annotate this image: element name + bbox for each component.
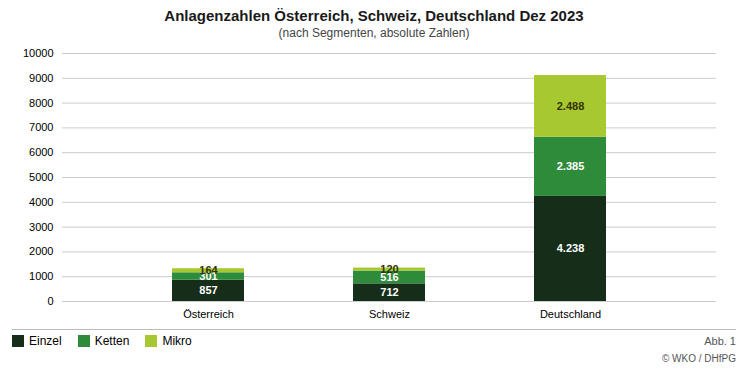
svg-text:516: 516 <box>380 271 399 283</box>
svg-text:2000: 2000 <box>29 245 53 257</box>
html-text:Anlagenzahlen Österreich, Schw: Anlagenzahlen Österreich, Schweiz, Deuts… <box>164 7 584 24</box>
svg-text:164: 164 <box>199 264 218 276</box>
svg-text:712: 712 <box>380 286 398 298</box>
html-text:Abb. 1: Abb. 1 <box>704 335 736 347</box>
html-text:(nach Segmenten, absolute Zahl: (nach Segmenten, absolute Zahlen) <box>278 26 470 40</box>
svg-text:3000: 3000 <box>29 221 53 233</box>
svg-text:0: 0 <box>47 295 53 307</box>
svg-text:Deutschland: Deutschland <box>540 308 601 320</box>
svg-text:4.238: 4.238 <box>557 242 585 254</box>
html-text:© WKO / DHfPG: © WKO / DHfPG <box>662 353 736 364</box>
svg-text:Österreich: Österreich <box>183 308 234 320</box>
svg-text:8000: 8000 <box>29 97 53 109</box>
svg-text:9000: 9000 <box>29 72 53 84</box>
svg-text:5000: 5000 <box>29 171 53 183</box>
svg-text:857: 857 <box>199 284 217 296</box>
svg-text:2.488: 2.488 <box>557 100 585 112</box>
svg-text:120: 120 <box>380 263 398 275</box>
svg-text:7000: 7000 <box>29 121 53 133</box>
svg-text:4000: 4000 <box>29 196 53 208</box>
svg-text:10000: 10000 <box>23 47 54 59</box>
svg-text:6000: 6000 <box>29 146 53 158</box>
html-text:Einzel: Einzel <box>29 334 62 348</box>
html-text:Mikro: Mikro <box>162 334 192 348</box>
svg-text:2.385: 2.385 <box>557 160 585 172</box>
svg-text:1000: 1000 <box>29 270 53 282</box>
html-text:Ketten: Ketten <box>94 334 130 348</box>
svg-text:Schweiz: Schweiz <box>369 308 410 320</box>
